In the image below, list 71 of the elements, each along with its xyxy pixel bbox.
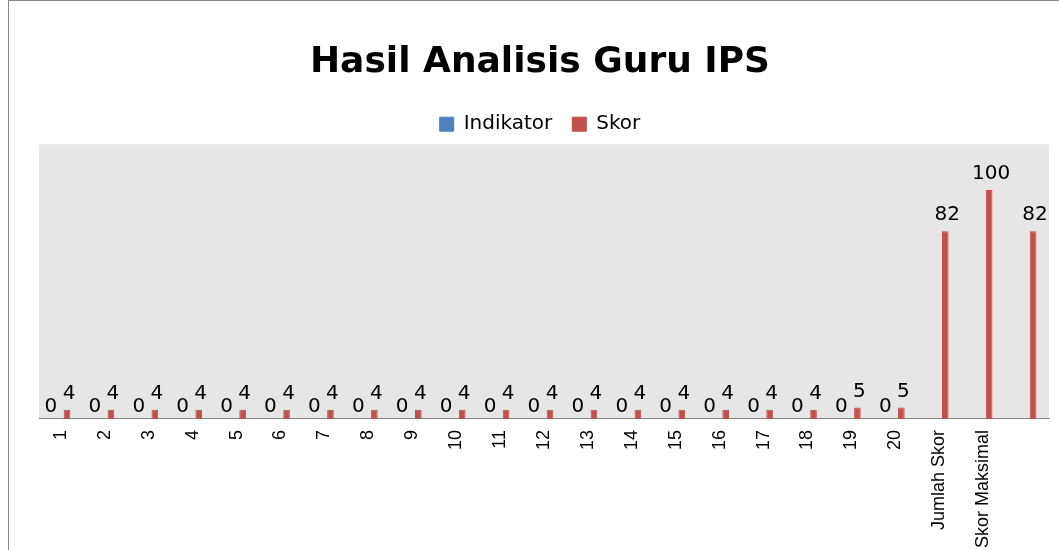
legend-label: Indikator (463, 110, 554, 135)
legend-label: Skor (596, 110, 642, 135)
x-tick-label: 16 (708, 429, 729, 451)
x-tick-label: 20 (884, 429, 905, 451)
data-label: 0 (527, 393, 541, 418)
data-label: 0 (132, 393, 146, 418)
x-tick-label: 13 (576, 429, 597, 451)
x-tick-label: 7 (313, 429, 334, 440)
x-tick-label: 3 (137, 429, 158, 440)
data-label: 4 (457, 380, 471, 405)
data-label: 4 (238, 380, 252, 405)
x-tick-label: 4 (181, 429, 202, 440)
data-label: 0 (571, 393, 585, 418)
data-label: 0 (791, 393, 804, 418)
x-tick-label: Jumlah Skor (928, 429, 949, 531)
data-label: 0 (439, 393, 453, 418)
data-label: 4 (501, 380, 515, 405)
data-label: 0 (176, 393, 190, 418)
data-label: 4 (545, 380, 559, 405)
data-label: 4 (62, 380, 76, 405)
data-label: 0 (308, 393, 321, 418)
data-label: 4 (589, 380, 603, 405)
x-tick-label: 11 (489, 429, 510, 449)
data-label: 5 (896, 377, 910, 402)
data-label: 4 (721, 380, 735, 405)
x-tick-label: Skor Maksimal (972, 429, 993, 549)
x-tick-label: 8 (357, 429, 378, 440)
bar (854, 407, 861, 419)
x-tick-label: 14 (620, 429, 641, 451)
x-tick-label: 10 (445, 429, 466, 451)
data-label: 0 (351, 393, 365, 418)
x-tick-label: 18 (796, 429, 817, 451)
x-tick-label: 1 (49, 429, 70, 440)
x-tick-label: 9 (401, 429, 422, 440)
data-label: 4 (633, 380, 647, 405)
data-label: 100 (972, 160, 1011, 185)
data-label: 0 (615, 393, 629, 418)
x-tick-label: 5 (225, 429, 246, 440)
data-label: 0 (747, 393, 760, 418)
data-label: 0 (703, 393, 716, 418)
data-label: 0 (834, 393, 848, 418)
x-tick-label: 17 (752, 429, 773, 451)
data-label: 4 (809, 380, 822, 405)
data-label: 0 (220, 393, 233, 418)
x-tick-label: 19 (840, 429, 861, 451)
data-label: 0 (395, 393, 409, 418)
data-label: 4 (326, 380, 339, 405)
data-label: 4 (765, 380, 778, 405)
data-label: 4 (106, 380, 120, 405)
data-label: 4 (150, 380, 164, 405)
bar (898, 407, 905, 419)
x-tick-label: 12 (532, 429, 553, 451)
data-label: 0 (878, 393, 892, 418)
data-label: 0 (264, 393, 277, 418)
x-tick-label: 15 (664, 429, 685, 451)
data-label: 0 (659, 393, 673, 418)
data-label: 0 (44, 393, 58, 418)
data-label: 4 (413, 380, 427, 405)
data-label: 0 (88, 393, 102, 418)
data-label: 4 (370, 380, 383, 405)
data-label: 0 (483, 393, 497, 418)
data-label: 5 (853, 377, 866, 402)
data-label: 82 (934, 201, 960, 226)
data-label: 4 (194, 380, 208, 405)
x-tick-label: 2 (93, 429, 114, 440)
data-label: 4 (282, 380, 295, 405)
data-label: 82 (1022, 201, 1048, 226)
chart-title: Hasil Analisis Guru IPS (309, 38, 771, 80)
bar (941, 231, 949, 419)
x-tick-label: 6 (269, 429, 290, 440)
data-label: 4 (677, 380, 691, 405)
